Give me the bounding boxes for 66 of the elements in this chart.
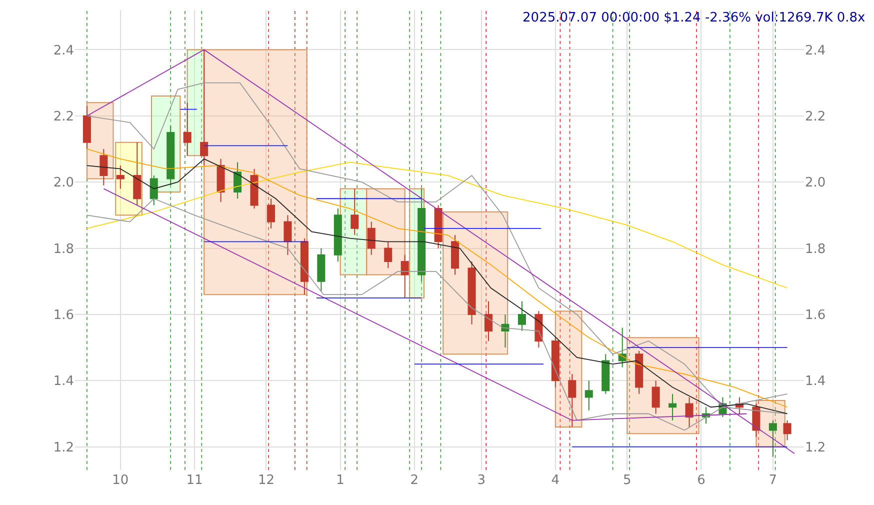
candlestick (418, 188, 426, 282)
candlestick (350, 188, 359, 236)
candlestick (183, 102, 192, 156)
candlestick (133, 142, 142, 206)
chart-title: 2025.07.07 00:00:00 $1.24 -2.36% vol:1269.7K 0.8x (522, 10, 866, 26)
y2-tick-label: 1.2 (805, 440, 826, 456)
candlestick (768, 420, 777, 458)
candlestick (166, 125, 175, 186)
x-tick-label: 2 (410, 473, 419, 488)
y-tick-label: 1.4 (53, 374, 74, 390)
candlestick (317, 248, 326, 292)
x-tick-label: 6 (697, 473, 706, 488)
x-tick-label: 4 (551, 473, 560, 488)
candlestick (668, 393, 677, 421)
candlestick (384, 241, 392, 269)
y-tick-label: 1.2 (53, 440, 74, 456)
candlestick (200, 49, 208, 166)
x-tick-label: 10 (112, 473, 129, 488)
y2-tick-label: 2.4 (805, 43, 826, 58)
y2-tick-label: 2.0 (805, 176, 826, 191)
candlestick (635, 350, 644, 394)
candlestick (400, 254, 409, 298)
y-tick-label: 1.6 (53, 308, 74, 324)
x-tick-label: 7 (768, 473, 778, 488)
x-tick-label: 12 (258, 473, 274, 488)
y2-tick-label: 1.8 (805, 242, 826, 257)
candlestick (618, 327, 626, 368)
candlestick (266, 198, 276, 229)
candlestick (100, 148, 108, 186)
candlestick (484, 300, 493, 342)
candlestick (518, 300, 526, 332)
x-tick-label: 3 (477, 473, 486, 488)
candlestick (250, 168, 258, 210)
candlestick (652, 380, 660, 414)
line-series (86, 162, 788, 288)
y-tick-label: 1.8 (53, 242, 74, 257)
candlestick (501, 314, 510, 348)
candlestick (534, 310, 543, 348)
candlestick (451, 234, 460, 276)
candlestick (752, 403, 760, 438)
candlestick (234, 162, 242, 200)
x-tick-label: 5 (622, 473, 632, 488)
x-tick-label: 11 (186, 473, 203, 488)
candlestick (216, 158, 225, 202)
y2-tick-label: 2.2 (805, 109, 826, 124)
candlestick (783, 420, 792, 441)
candlestick (685, 396, 694, 428)
x-tick-label: 1 (336, 473, 344, 488)
y-tick-label: 2.0 (53, 176, 74, 191)
candlestick (551, 337, 560, 388)
candlestick (468, 261, 476, 325)
candlestick (300, 238, 308, 296)
candlestick (568, 374, 576, 428)
candlestick (150, 174, 158, 206)
y-tick-label: 2.2 (53, 109, 74, 124)
candlestick (334, 208, 342, 262)
y-tick-label: 2.4 (53, 43, 74, 58)
y2-tick-label: 1.6 (805, 308, 826, 324)
candlestick (584, 380, 593, 411)
candlestick (82, 105, 91, 150)
candlestick (284, 214, 292, 256)
candlestick (602, 354, 610, 394)
candlestick (367, 221, 376, 256)
y2-tick-label: 1.4 (805, 374, 826, 390)
candlestick (116, 165, 124, 190)
candlestick (434, 204, 442, 249)
